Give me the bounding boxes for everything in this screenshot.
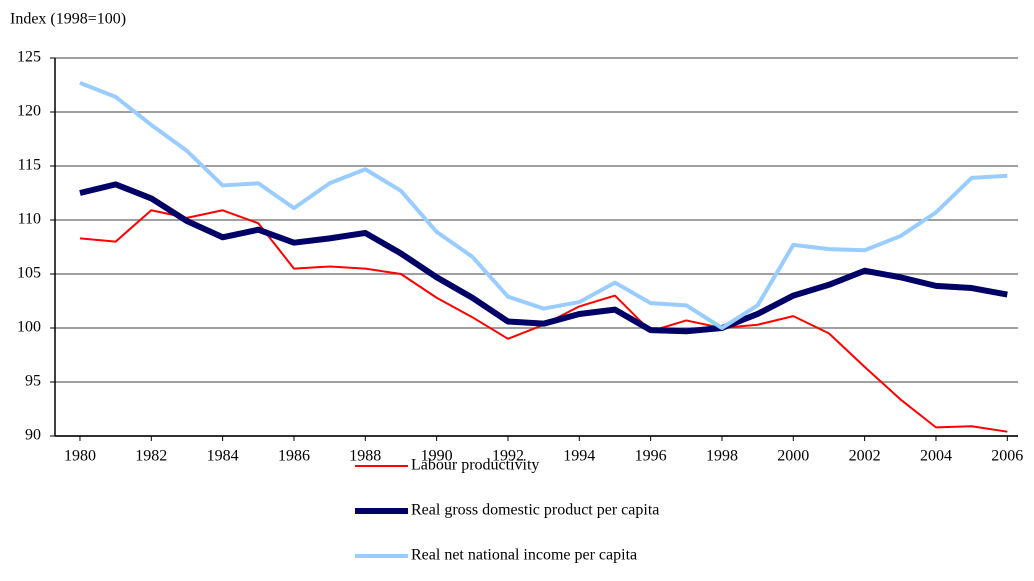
x-tick-label: 1990 [421,448,453,465]
x-tick-label: 2004 [920,448,952,465]
x-tick-label: 1984 [207,448,239,465]
y-tick-label: 125 [17,49,41,66]
y-tick-label: 115 [18,157,41,174]
y-tick-label: 100 [17,319,41,336]
x-tick-label: 1988 [349,448,381,465]
x-tick-label: 2000 [777,448,809,465]
legend-label: Real gross domestic product per capita [411,502,659,519]
y-axis-title: Index (1998=100) [10,11,126,28]
y-tick-label: 90 [25,427,41,444]
x-tick-label: 1998 [706,448,738,465]
x-tick-label: 1986 [278,448,310,465]
x-tick-label: 1994 [563,448,595,465]
x-tick-label: 1992 [492,448,524,465]
y-tick-label: 95 [25,373,41,390]
legend-label: Real net national income per capita [411,547,637,564]
series-line [79,181,1008,335]
y-tick-label: 120 [17,103,41,120]
y-tick-label: 105 [17,265,41,282]
series-line [79,80,1008,330]
y-tick-label: 110 [18,211,41,228]
x-tick-label: 1996 [635,448,667,465]
x-tick-label: 1982 [135,448,167,465]
x-tick-label: 1980 [64,448,96,465]
x-tick-label: 2006 [991,448,1023,465]
legend-label: Labour productivity [411,457,539,474]
x-tick-label: 2002 [849,448,881,465]
